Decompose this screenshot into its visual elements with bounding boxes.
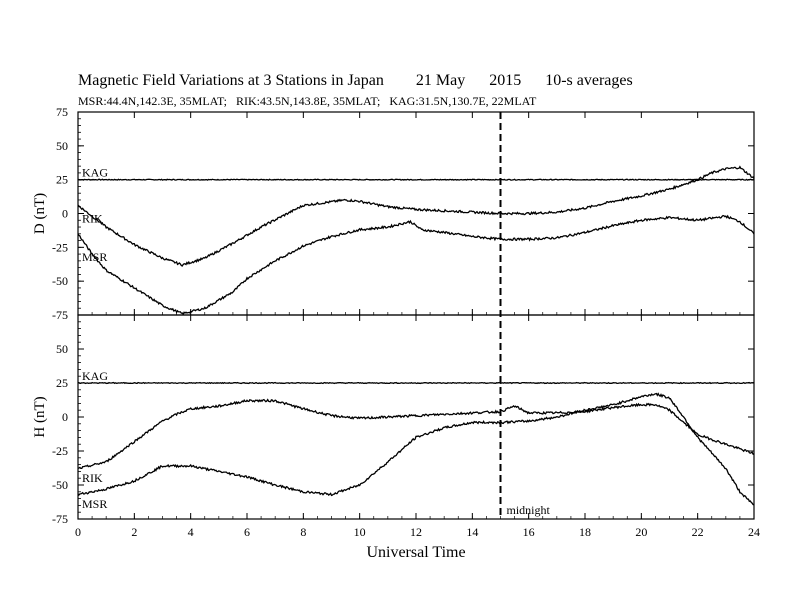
- h-y-axis-label: H (nT): [32, 396, 48, 437]
- x-tick-label: 0: [75, 525, 81, 539]
- d-panel-frame: [77, 111, 755, 316]
- d-y-tick-label: -25: [52, 240, 68, 254]
- x-tick-label: 18: [579, 525, 591, 539]
- d-series-label-msr: MSR: [82, 250, 107, 264]
- x-tick-label: 8: [300, 525, 306, 539]
- d-series-rik: [77, 165, 755, 267]
- h-series-label-rik: RIK: [82, 471, 103, 485]
- h-series-kag: [78, 381, 755, 385]
- h-y-tick-label: 25: [56, 376, 68, 390]
- d-y-tick-label: 75: [56, 105, 68, 119]
- d-series-label-rik: RIK: [82, 212, 103, 226]
- h-y-tick-label: -25: [52, 444, 68, 458]
- d-y-tick-label: -50: [52, 274, 68, 288]
- h-y-tick-label: 50: [56, 342, 68, 356]
- x-axis: 0 2 4 6 8 10 12 14 16 18 20 22 24: [75, 112, 760, 539]
- d-series-msr: [77, 214, 755, 316]
- x-tick-label: 14: [466, 525, 478, 539]
- x-tick-label: 16: [523, 525, 535, 539]
- midnight-annotation: midnight: [507, 503, 551, 517]
- d-y-tick-label: -75: [52, 308, 68, 322]
- x-tick-label: 10: [354, 525, 366, 539]
- d-y-tick-label: 0: [62, 207, 68, 221]
- d-y-tick-label: 50: [56, 139, 68, 153]
- d-y-axis-label: D (nT): [32, 193, 48, 234]
- h-y-tick-label: 0: [62, 410, 68, 424]
- h-y-tick-label: -50: [52, 478, 68, 492]
- x-tick-label: 20: [635, 525, 647, 539]
- h-series-label-msr: MSR: [82, 497, 107, 511]
- d-y-tick-label: 25: [56, 173, 68, 187]
- station-info-subtitle: MSR:44.4N,142.3E, 35MLAT; RIK:43.5N,143.…: [78, 94, 537, 108]
- h-component-panel: 50 25 0 -25 -50 -75 H (nT) KAG RIK MSR: [32, 314, 755, 526]
- d-series-kag: [77, 178, 754, 181]
- x-tick-label: 22: [692, 525, 704, 539]
- h-series-msr: [77, 392, 755, 506]
- x-tick-label: 24: [748, 525, 760, 539]
- x-tick-label: 6: [244, 525, 250, 539]
- d-series-label-kag: KAG: [82, 166, 108, 180]
- h-series-label-kag: KAG: [82, 369, 108, 383]
- h-y-tick-label: -75: [52, 512, 68, 526]
- x-tick-label: 4: [188, 525, 194, 539]
- x-axis-label: Universal Time: [366, 544, 465, 561]
- chart-title: Magnetic Field Variations at 3 Stations …: [78, 72, 633, 89]
- x-tick-label: 12: [410, 525, 422, 539]
- h-series-rik: [78, 398, 754, 470]
- d-component-panel: 75 50 25 0 -25 -50 -75 D (nT) KAG RIK MSR: [32, 105, 755, 322]
- x-tick-label: 2: [131, 525, 137, 539]
